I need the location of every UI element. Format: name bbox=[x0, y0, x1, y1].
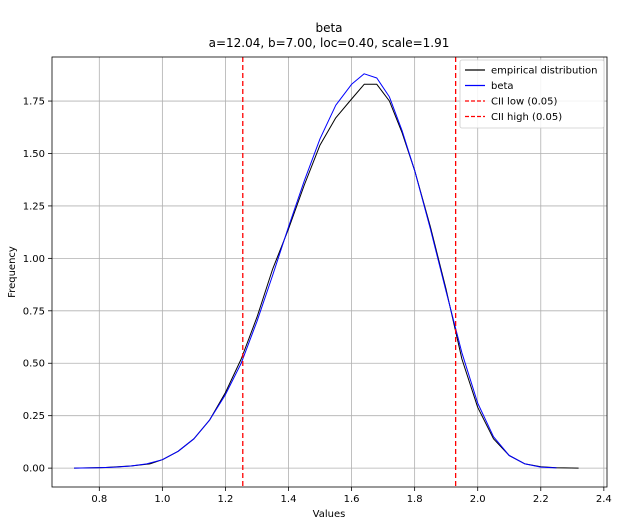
legend-box bbox=[459, 59, 605, 129]
x-tick-label: 1.0 bbox=[154, 494, 170, 505]
grid bbox=[52, 57, 607, 487]
y-tick-label: 0.75 bbox=[23, 306, 45, 317]
y-tick-label: 1.50 bbox=[23, 149, 45, 160]
legend-label: CII high (0.05) bbox=[491, 112, 562, 123]
x-tick-label: 1.6 bbox=[344, 494, 360, 505]
x-tick-label: 2.0 bbox=[470, 494, 486, 505]
x-tick-label: 1.4 bbox=[281, 494, 297, 505]
y-tick-label: 1.25 bbox=[23, 201, 45, 212]
x-tick-label: 2.2 bbox=[533, 494, 549, 505]
y-tick-label: 1.75 bbox=[23, 97, 45, 108]
y-tick-label: 0.50 bbox=[23, 359, 45, 370]
x-tick-label: 1.2 bbox=[217, 494, 233, 505]
legend: empirical distribution beta CII low (0.05)… bbox=[459, 59, 605, 129]
series-lines bbox=[74, 57, 579, 487]
plot-frame bbox=[51, 56, 608, 488]
legend-label: empirical distribution bbox=[491, 66, 597, 77]
x-tick-label: 1.8 bbox=[407, 494, 423, 505]
y-tick-label: 1.00 bbox=[23, 254, 45, 265]
chart-subtitle: a=12.04, b=7.00, loc=0.40, scale=1.91 bbox=[209, 36, 450, 50]
x-axis-label: Values bbox=[313, 509, 346, 520]
y-tick-label: 0.25 bbox=[23, 411, 45, 422]
chart-title: beta bbox=[315, 21, 342, 35]
y-tick-label: 0.00 bbox=[23, 464, 45, 475]
legend-label: CII low (0.05) bbox=[491, 97, 557, 108]
x-tick-label: 0.8 bbox=[91, 494, 107, 505]
series-1-line bbox=[74, 73, 557, 469]
axis-ticks: 0.8 1.0 1.2 1.4 1.6 1.8 2.0 2.2 2.4 0.00 0.25 0.50 0… bbox=[23, 97, 612, 505]
y-axis-label: Frequency bbox=[7, 246, 18, 298]
legend-label: beta bbox=[491, 81, 514, 92]
x-tick-label: 2.4 bbox=[596, 494, 612, 505]
